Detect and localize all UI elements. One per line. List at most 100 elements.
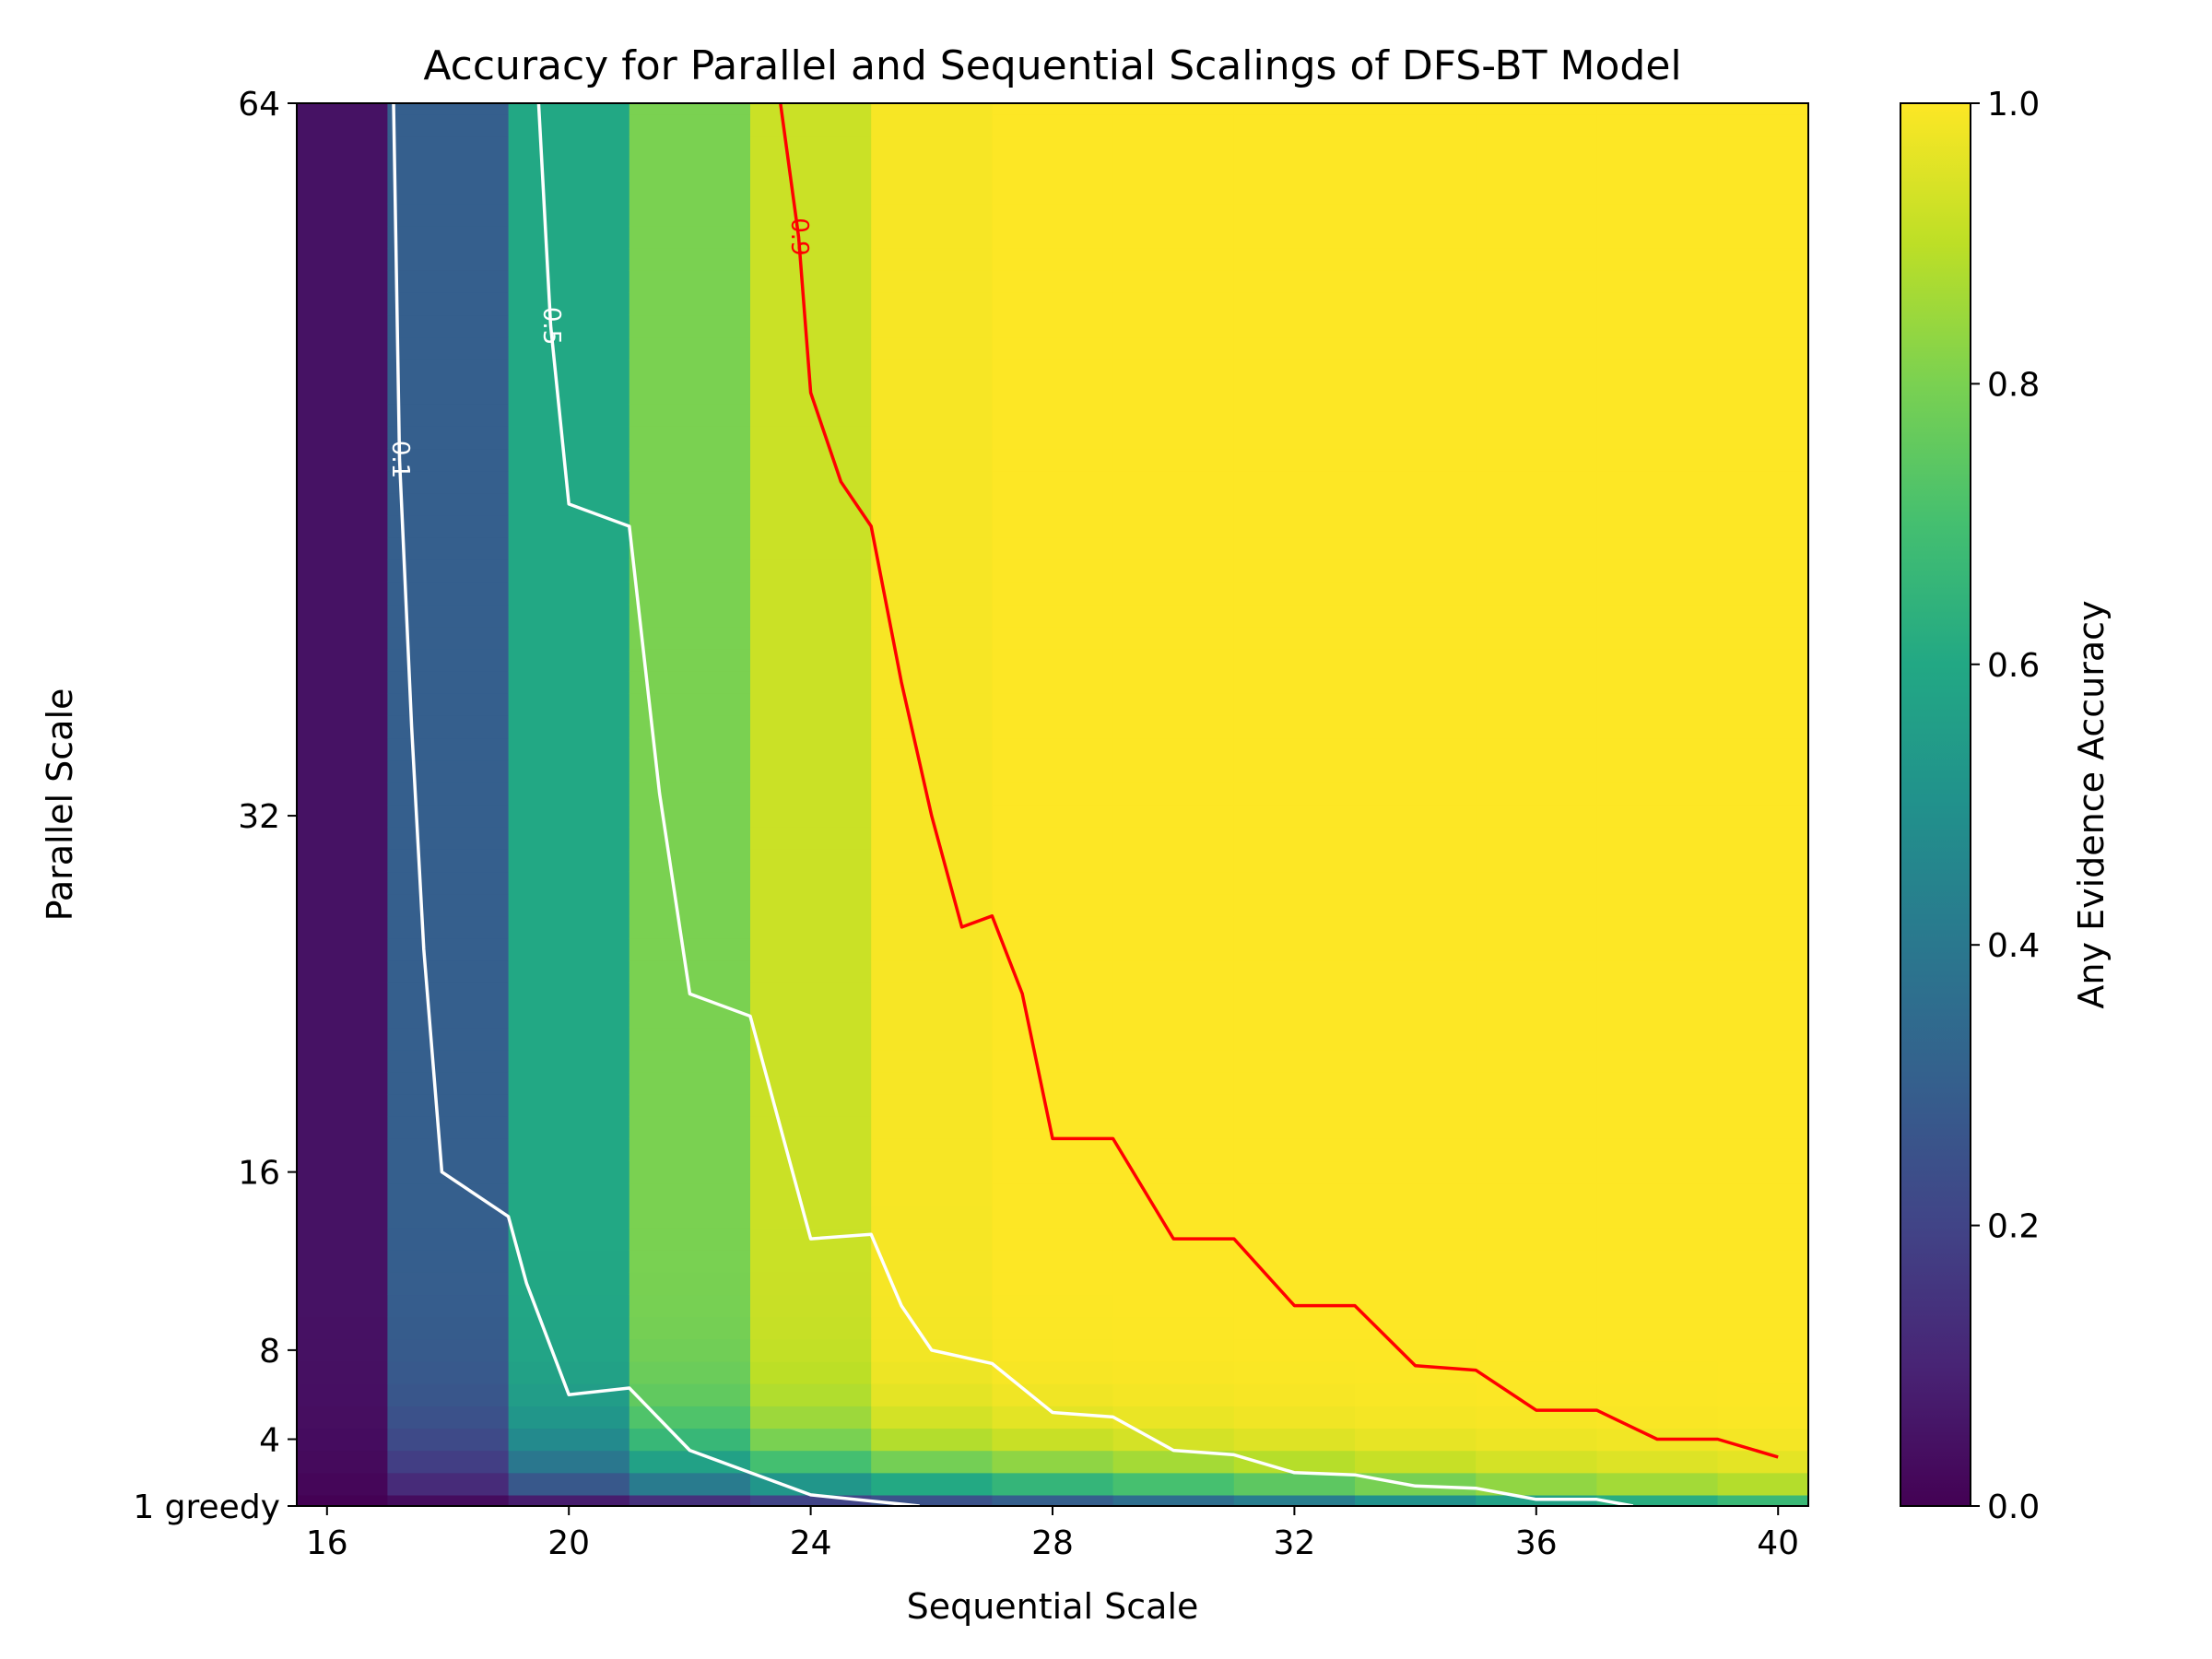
heatmap-cell [1596,1094,1719,1117]
heatmap-cell [750,782,872,806]
colorbar-tick-label: 0.2 [1987,1208,2040,1246]
heatmap-cell [1112,626,1235,650]
heatmap-cell [1112,381,1235,405]
heatmap-cell [387,514,510,538]
heatmap-cell [508,671,630,694]
heatmap-cell [508,336,630,360]
heatmap-cell [297,1182,388,1206]
heatmap-cell [1112,1272,1235,1296]
heatmap-cell [629,1138,751,1162]
y-tick-label: 8 [259,1333,280,1371]
heatmap-cell [1233,827,1356,850]
heatmap-cell [871,1294,993,1318]
heatmap-cell [508,582,630,606]
heatmap-cell [629,1450,751,1474]
heatmap-cell [1355,1138,1477,1162]
heatmap-cell [992,1428,1114,1452]
heatmap-cell [1233,759,1356,783]
heatmap-cell [750,470,872,494]
heatmap-cell [1355,114,1477,137]
heatmap-cell [1476,248,1597,271]
heatmap-cell [1717,1160,1808,1184]
heatmap-cell [1355,492,1477,516]
heatmap-cell [750,1027,872,1051]
heatmap-cell [871,136,993,159]
heatmap-cell [1112,827,1235,850]
heatmap-cell [629,1250,751,1273]
heatmap-cell [629,626,751,650]
heatmap-cell [1596,693,1719,716]
heatmap-cell [1355,1428,1477,1452]
heatmap-cell [1233,1494,1356,1506]
heatmap-cell [1355,103,1477,115]
heatmap-cell [297,715,388,739]
heatmap-cell [992,1450,1114,1474]
heatmap-cell [1596,1383,1719,1406]
heatmap-cell [750,1049,872,1073]
heatmap-cell [1717,470,1808,494]
heatmap-cell [1476,648,1597,672]
heatmap-cell [1233,159,1356,182]
heatmap-cell [1355,871,1477,895]
heatmap-cell [1717,1472,1808,1496]
heatmap-cell [750,849,872,873]
heatmap-cell [629,827,751,850]
heatmap-cell [1476,114,1597,137]
heatmap-cell [1596,1049,1719,1073]
heatmap-cell [1233,582,1356,606]
heatmap-cell [1596,1406,1719,1430]
heatmap-cell [992,559,1114,583]
heatmap-cell [992,103,1114,115]
heatmap-cell [1233,381,1356,405]
heatmap-cell [508,1450,630,1474]
x-axis-ticks: 16 20 24 28 32 36 40 [306,1506,1799,1562]
heatmap-cell [1355,1071,1477,1095]
heatmap-cell [387,737,510,761]
heatmap-cell [629,805,751,828]
heatmap-cell [1233,693,1356,716]
heatmap-cell [387,136,510,159]
heatmap-cell [1596,1360,1719,1384]
heatmap-cell [1355,1250,1477,1273]
heatmap-cell [297,492,388,516]
heatmap-cell [1355,937,1477,961]
heatmap-cell [1355,960,1477,983]
heatmap-cell [1233,871,1356,895]
heatmap-cell [992,1094,1114,1117]
contour-lines: 0.1 0.5 0.9 [386,103,1779,1506]
heatmap-cell [1596,103,1719,115]
heatmap-cell [297,1205,388,1229]
heatmap-cell [992,1027,1114,1051]
heatmap-cell [1112,1472,1235,1496]
heatmap-cell [1233,448,1356,472]
heatmap-cell [387,805,510,828]
heatmap-cell [871,671,993,694]
heatmap-cell [1596,381,1719,405]
heatmap-cell [1355,805,1477,828]
heatmap-cell [992,1472,1114,1496]
heatmap-cell [1112,759,1235,783]
heatmap-cell [1596,292,1719,316]
heatmap-cell [297,1494,388,1506]
heatmap-cell [508,1071,630,1095]
heatmap-cell [297,136,388,159]
heatmap-cell [629,514,751,538]
heatmap-cell [1596,203,1719,227]
heatmap-cell [387,582,510,606]
heatmap-cell [629,915,751,939]
heatmap-cell [992,359,1114,382]
heatmap-cell [508,759,630,783]
heatmap-cell [1596,136,1719,159]
heatmap-cell [1355,582,1477,606]
heatmap-cell [1476,292,1597,316]
heatmap-cell [1596,559,1719,583]
heatmap-cell [1596,537,1719,560]
heatmap-cell [629,871,751,895]
heatmap-cell [297,693,388,716]
heatmap-cell [1355,915,1477,939]
heatmap-cell [387,270,510,293]
y-tick-label: 64 [238,86,280,124]
heatmap-cell [629,314,751,338]
heatmap-cell [387,559,510,583]
heatmap-cell [629,582,751,606]
